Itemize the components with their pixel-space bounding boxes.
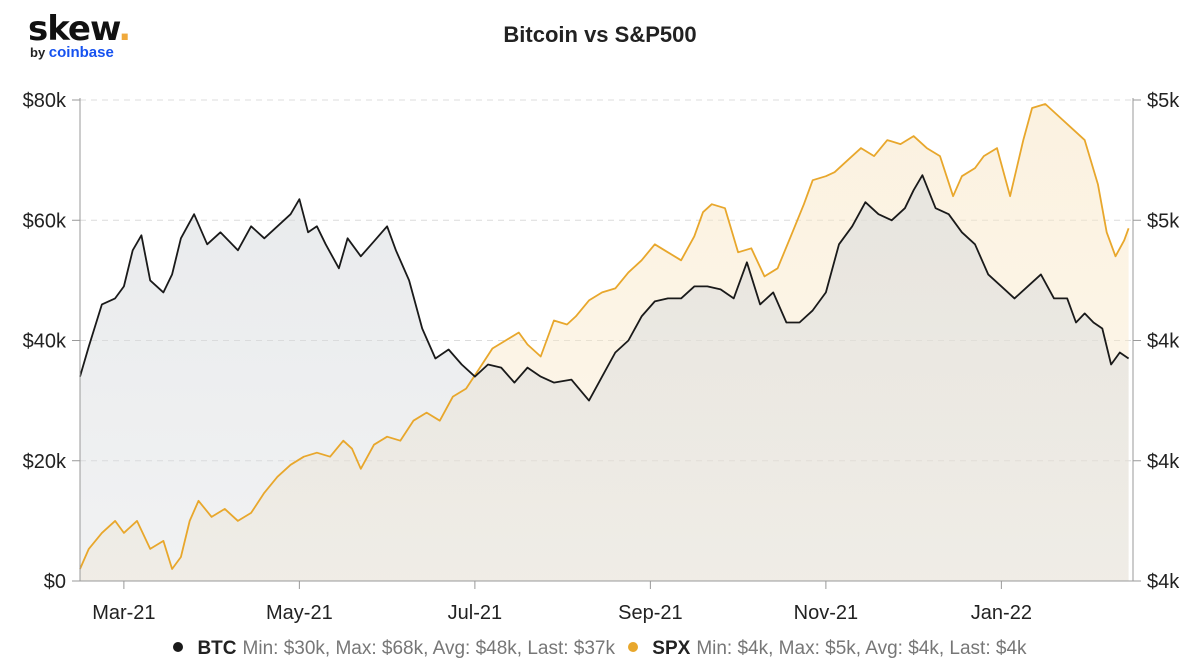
x-tick-label: Jan-22 xyxy=(971,602,1032,624)
x-tick-label: May-21 xyxy=(266,602,333,624)
series-lines xyxy=(79,103,1130,570)
y-right-tick-label: $4k xyxy=(1147,331,1180,353)
y-left-tick-label: $80k xyxy=(23,90,67,112)
y-left-tick-label: $60k xyxy=(23,210,67,232)
series-line-spx xyxy=(79,103,1130,570)
legend: BTC Min: $30k, Max: $68k, Avg: $48k, Last… xyxy=(0,638,1200,660)
x-tick-label: Mar-21 xyxy=(92,602,155,624)
legend-item-spx[interactable]: SPX Min: $4k, Max: $5k, Avg: $4k, Last: $… xyxy=(628,638,1027,660)
logo-wordmark: skew. xyxy=(28,9,131,49)
y-left-tick-label: $20k xyxy=(23,451,67,473)
x-tick-label: Sep-21 xyxy=(618,602,683,624)
y-left-tick-label: $40k xyxy=(23,331,67,353)
logo-subtitle: by coinbase xyxy=(30,44,114,61)
y-right-tick-label: $4k xyxy=(1147,451,1180,473)
series-area-btc xyxy=(80,175,1129,581)
y-right-tick-label: $5k xyxy=(1147,210,1180,232)
legend-item-btc[interactable]: BTC Min: $30k, Max: $68k, Avg: $48k, Last… xyxy=(173,638,615,660)
legend-stats-btc: Min: $30k, Max: $68k, Avg: $48k, Last: $… xyxy=(242,638,615,659)
legend-label-spx: SPX xyxy=(652,638,691,659)
axes: $0 $20k $40k $60k $80k $4k $4k $4k $5k $5k Mar-21 M… xyxy=(23,90,1181,624)
series-areas xyxy=(80,104,1129,581)
x-tick-label: Jul-21 xyxy=(448,602,502,624)
skew-logo: skew. by coinbase xyxy=(28,9,131,61)
series-line-btc xyxy=(79,174,1130,402)
legend-marker-spx xyxy=(628,641,639,652)
x-tick-label: Nov-21 xyxy=(794,602,858,624)
y-right-tick-label: $5k xyxy=(1147,90,1180,112)
y-left-tick-label: $0 xyxy=(44,571,66,593)
legend-marker-btc xyxy=(173,641,184,652)
legend-stats-spx: Min: $4k, Max: $5k, Avg: $4k, Last: $4k xyxy=(696,638,1027,659)
y-right-tick-label: $4k xyxy=(1147,571,1180,593)
legend-label-btc: BTC xyxy=(197,638,237,659)
chart-title: Bitcoin vs S&P500 xyxy=(503,22,697,47)
